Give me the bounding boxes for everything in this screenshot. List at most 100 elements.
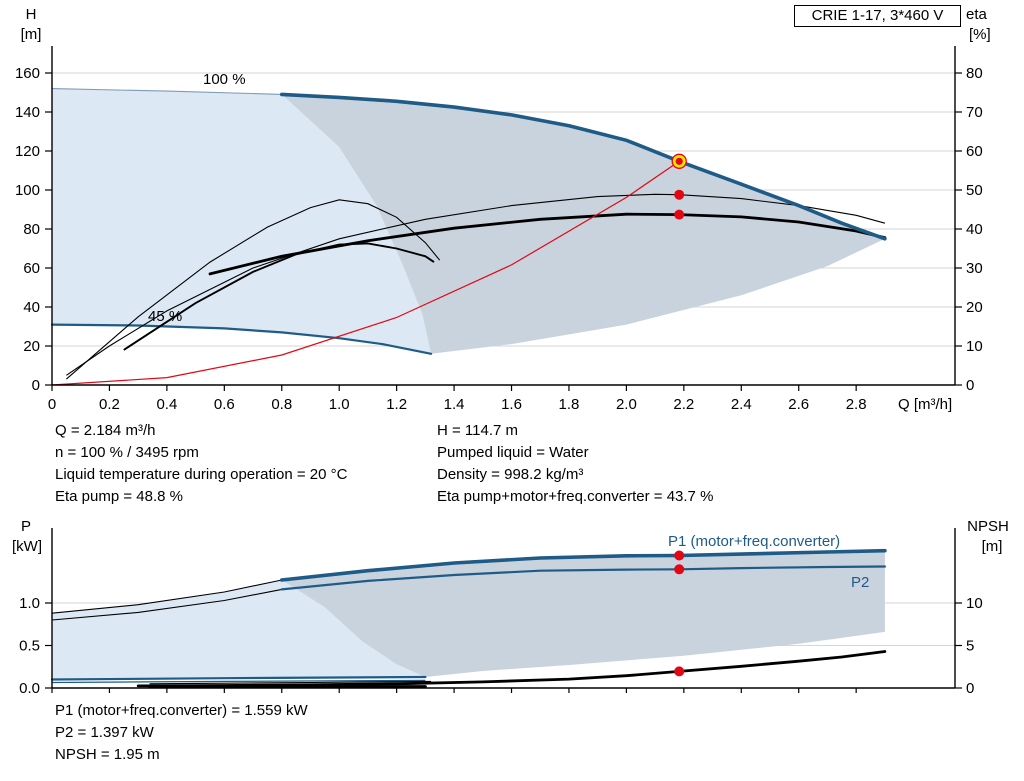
npsh-45-thin-curve bbox=[149, 680, 432, 685]
top-markers bbox=[671, 153, 687, 220]
speed-100-curve bbox=[280, 92, 887, 241]
p-tick-label: 0.5 bbox=[19, 638, 40, 655]
eta-total-curve bbox=[208, 212, 887, 276]
eta-tick-label: 20 bbox=[966, 299, 983, 316]
eta-pump-curve bbox=[66, 193, 886, 376]
q-tick-label: 1.0 bbox=[329, 396, 350, 413]
h-tick-label: 20 bbox=[23, 338, 40, 355]
q-tick-label: 2.4 bbox=[731, 396, 752, 413]
p2-curve bbox=[280, 565, 886, 591]
p-tick-label: 1.0 bbox=[19, 595, 40, 612]
h-tick-label: 60 bbox=[23, 260, 40, 277]
info-line-density: Density = 998.2 kg/m³ bbox=[437, 466, 584, 483]
p1-point bbox=[674, 550, 685, 561]
eta-total-point bbox=[674, 209, 685, 220]
eta-tick-label: 40 bbox=[966, 221, 983, 238]
info-line-liquid: Pumped liquid = Water bbox=[437, 444, 589, 461]
eta-pump-point bbox=[674, 189, 685, 200]
h-axis-unit: [m] bbox=[21, 26, 42, 43]
reduced-speed-region bbox=[52, 88, 432, 354]
eta-tick-label: 30 bbox=[966, 260, 983, 277]
reduced-speed-eta-curve-1 bbox=[66, 199, 441, 380]
q-tick-label: 2.0 bbox=[616, 396, 637, 413]
eta-axis-unit: [%] bbox=[969, 26, 991, 43]
p2-extension-line bbox=[51, 588, 282, 621]
bottom-axes: 0.0 0.5 1.0 0 5 10 bbox=[19, 528, 983, 697]
npsh-tick-label: 5 bbox=[966, 638, 974, 655]
p2-curve-label: P2 bbox=[851, 574, 869, 591]
eta-tick-label: 50 bbox=[966, 182, 983, 199]
operating-info-left-column: Q = 2.184 m³/h n = 100 % / 3495 rpm Liqu… bbox=[55, 420, 347, 508]
q-tick-label: 0.4 bbox=[156, 396, 177, 413]
info-line-p1: P1 (motor+freq.converter) = 1.559 kW bbox=[55, 702, 308, 719]
q-tick-label: 1.8 bbox=[559, 396, 580, 413]
power-duty-range-region bbox=[281, 550, 885, 677]
info-line-temperature: Liquid temperature during operation = 20… bbox=[55, 466, 348, 483]
q-tick-label: 2.2 bbox=[673, 396, 694, 413]
npsh-point bbox=[674, 666, 685, 677]
eta-axis-label: eta bbox=[966, 6, 988, 23]
q-tick-label: 0.6 bbox=[214, 396, 235, 413]
p1-curve bbox=[280, 548, 887, 582]
q-tick-label: 2.6 bbox=[788, 396, 809, 413]
h-tick-label: 160 bbox=[15, 65, 40, 82]
h-tick-label: 120 bbox=[15, 143, 40, 160]
eta-tick-label: 10 bbox=[966, 338, 983, 355]
q-tick-label: 2.8 bbox=[846, 396, 867, 413]
npsh-curve bbox=[136, 650, 887, 688]
h-tick-label: 140 bbox=[15, 104, 40, 121]
pump-type-box: CRIE 1-17, 3*460 V bbox=[794, 5, 961, 27]
p2-point bbox=[674, 564, 685, 575]
npsh-axis-unit: [m] bbox=[982, 538, 1003, 555]
info-line-h: H = 114.7 m bbox=[437, 422, 519, 439]
q-tick-label: 0.8 bbox=[271, 396, 292, 413]
h-tick-label: 100 bbox=[15, 182, 40, 199]
h-tick-label: 80 bbox=[23, 221, 40, 238]
p1-extension-line bbox=[51, 579, 282, 614]
h-tick-label: 0 bbox=[32, 377, 40, 394]
npsh-tick-label: 10 bbox=[966, 595, 983, 612]
q-tick-label: 0.2 bbox=[99, 396, 120, 413]
top-chart: 0 20 40 60 80 100 120 140 160 0 10 20 30 40 50 60 70 80 0 0… bbox=[15, 6, 991, 413]
eta-tick-label: 80 bbox=[966, 65, 983, 82]
info-line-q: Q = 2.184 m³/h bbox=[55, 422, 156, 439]
speed-45-label: 45 % bbox=[148, 308, 182, 325]
h-tick-label: 40 bbox=[23, 299, 40, 316]
bottom-markers bbox=[674, 550, 685, 677]
q-axis-label: Q [m³/h] bbox=[898, 396, 952, 413]
speed-45-curve bbox=[50, 323, 433, 355]
q-tick-label: 1.4 bbox=[444, 396, 465, 413]
npsh-tick-label: 0 bbox=[966, 680, 974, 697]
info-line-npsh: NPSH = 1.95 m bbox=[55, 746, 160, 763]
npsh-axis-label: NPSH bbox=[967, 518, 1009, 535]
p2-45-curve bbox=[51, 679, 426, 684]
power-info-column: P1 (motor+freq.converter) = 1.559 kW P2 … bbox=[55, 700, 308, 766]
eta-tick-label: 70 bbox=[966, 104, 983, 121]
q-tick-label: 1.2 bbox=[386, 396, 407, 413]
p-axis-unit: [kW] bbox=[12, 538, 42, 555]
h-axis-label: H bbox=[26, 6, 37, 23]
speed-100-label: 100 % bbox=[203, 71, 246, 88]
info-line-speed: n = 100 % / 3495 rpm bbox=[55, 444, 199, 461]
eta-tick-label: 60 bbox=[966, 143, 983, 160]
p1-45-curve bbox=[50, 675, 427, 681]
p-tick-label: 0.0 bbox=[19, 680, 40, 697]
power-reduced-speed-region bbox=[52, 580, 426, 680]
operating-info-right-column: H = 114.7 m Pumped liquid = Water Densit… bbox=[437, 420, 713, 508]
max-curve-extension-line bbox=[51, 88, 282, 95]
q-tick-label: 1.6 bbox=[501, 396, 522, 413]
p1-curve-label: P1 (motor+freq.converter) bbox=[668, 533, 840, 550]
info-line-eta-total: Eta pump+motor+freq.converter = 43.7 % bbox=[437, 488, 714, 505]
info-line-eta-pump: Eta pump = 48.8 % bbox=[55, 488, 183, 505]
duty-range-region bbox=[281, 94, 885, 354]
q-tick-label: 0 bbox=[48, 396, 56, 413]
top-axes: 0 20 40 60 80 100 120 140 160 0 10 20 30 40 50 60 70 80 0 0… bbox=[15, 46, 983, 413]
duty-point bbox=[675, 157, 683, 165]
p-axis-label: P bbox=[21, 518, 31, 535]
eta-tick-label: 0 bbox=[966, 377, 974, 394]
info-line-p2: P2 = 1.397 kW bbox=[55, 724, 154, 741]
system-curve bbox=[51, 160, 680, 386]
